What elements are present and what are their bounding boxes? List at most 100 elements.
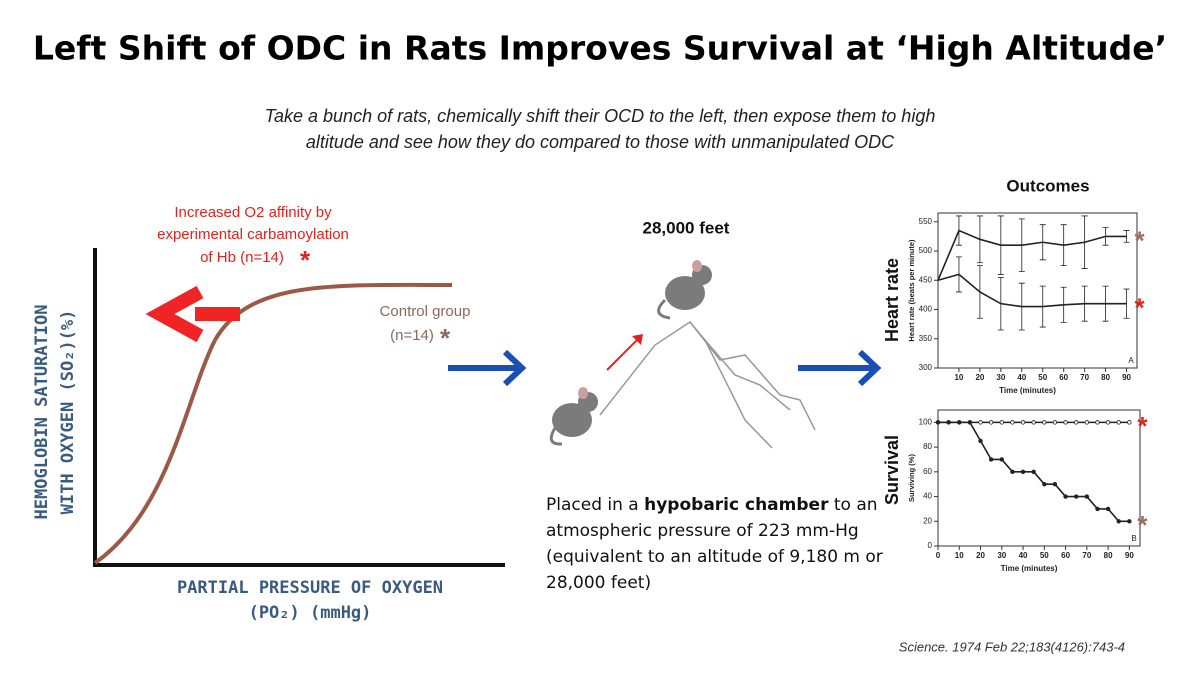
data-point [1052, 420, 1058, 425]
title: Left Shift of ODC in Rats Improves Survi… [33, 29, 1167, 68]
subtitle-line: Take a bunch of rats, chemically shift t… [265, 106, 936, 126]
treated-marker: * [300, 245, 311, 275]
x-tick-label: 40 [1019, 551, 1028, 560]
y-tick-label: 20 [923, 516, 932, 525]
error-bar [1060, 224, 1067, 267]
odc-x-label: PARTIAL PRESSURE OF OXYGEN [177, 578, 443, 598]
x-tick-label: 90 [1125, 551, 1134, 560]
y-tick-label: 0 [928, 541, 933, 550]
y-tick-label: 80 [923, 442, 932, 451]
data-point [1010, 420, 1015, 425]
data-point [1042, 420, 1047, 425]
x-tick-label: 10 [955, 551, 964, 560]
rat-bottom [549, 387, 598, 446]
x-tick-label: 80 [1101, 373, 1110, 382]
description-text: to an atmospheric pressure of 223 mm-Hg … [546, 495, 883, 593]
error-bar [955, 215, 962, 246]
chamber-description: Placed in a hypobaric chamber to an atmo… [546, 492, 896, 596]
series-marker: * [1135, 225, 1146, 255]
rat-top [657, 260, 712, 320]
x-tick-label: 20 [976, 551, 985, 560]
data-point [935, 420, 941, 425]
x-tick-label: 60 [1059, 373, 1068, 382]
data-point [1127, 519, 1132, 524]
altitude-label: 28,000 feet [643, 218, 730, 237]
data-point [946, 420, 951, 425]
panel-label: B [1131, 534, 1136, 543]
x-tick-label: 30 [997, 551, 1006, 560]
y-tick-label: 500 [919, 246, 933, 255]
control-label: Control group [380, 303, 471, 320]
data-point [1031, 420, 1036, 425]
error-bar [1018, 282, 1025, 331]
citation: Science. 1974 Feb 22;183(4126):743-4 [899, 639, 1125, 654]
data-point [988, 457, 994, 462]
data-point [1074, 420, 1079, 425]
data-point [1063, 420, 1068, 425]
x-tick-label: 70 [1082, 551, 1091, 560]
odc-y-label: WITH OXYGEN (SO₂)(%) [58, 310, 78, 515]
y-tick-label: 100 [919, 417, 933, 426]
error-bar [1081, 285, 1088, 322]
error-bar [997, 276, 1004, 331]
y-axis-label: Heart rate (beats per minute) [907, 239, 916, 342]
error-bar [1081, 215, 1088, 269]
data-point [1095, 506, 1100, 512]
odc-x-label: (PO₂) (mmHg) [249, 603, 372, 623]
treated-label: experimental carbamoylation [157, 226, 349, 243]
subtitle-line: altitude and see how they do compared to… [306, 132, 895, 152]
data-point [1105, 420, 1111, 425]
data-point [1020, 420, 1026, 425]
error-bar [1060, 286, 1067, 323]
x-tick-label: 10 [954, 373, 963, 382]
plot-frame [937, 212, 1138, 369]
data-point [1052, 481, 1058, 487]
x-tick-label: 20 [975, 373, 984, 382]
error-bar [955, 256, 962, 293]
series-marker: * [1137, 411, 1148, 441]
data-point [957, 420, 962, 425]
x-axis-label: Time (minutes) [1001, 564, 1058, 573]
y-tick-label: 550 [919, 217, 933, 226]
data-point [1084, 420, 1090, 425]
x-tick-label: 50 [1038, 373, 1047, 382]
climb-arrow [606, 336, 641, 371]
data-point [1020, 469, 1026, 475]
outcomes-title: Outcomes [1006, 176, 1089, 195]
y-tick-label: 300 [919, 363, 933, 372]
data-point [1084, 494, 1090, 499]
data-point [967, 420, 973, 425]
data-point [1116, 519, 1121, 524]
data-point [999, 457, 1004, 462]
y-tick-label: 60 [923, 467, 932, 476]
treated-label: of Hb (n=14) [200, 249, 284, 266]
odc-curve [93, 282, 453, 565]
series-marker: * [1135, 293, 1146, 323]
x-tick-label: 60 [1061, 551, 1070, 560]
data-point [1127, 420, 1132, 425]
x-tick-label: 30 [996, 373, 1005, 382]
x-tick-label: 0 [936, 551, 941, 560]
error-bar [1039, 285, 1046, 328]
flow-arrow [798, 349, 882, 387]
series-marker: * [1137, 510, 1148, 540]
description-bold: hypobaric chamber [644, 495, 829, 515]
series-line [937, 229, 1127, 281]
data-point [1063, 494, 1068, 499]
error-bar [976, 265, 983, 319]
error-bar [1039, 224, 1046, 261]
data-point [1116, 420, 1121, 425]
x-axis-label: Time (minutes) [999, 386, 1056, 395]
x-tick-label: 40 [1017, 373, 1026, 382]
x-tick-label: 80 [1104, 551, 1113, 560]
side-label: Survival [882, 435, 902, 505]
y-tick-label: 400 [919, 305, 933, 314]
data-point [988, 420, 994, 425]
data-point [1105, 506, 1111, 512]
data-point [1074, 494, 1079, 499]
left-shift-arrow-head [145, 285, 204, 343]
climb-arrow-head [632, 334, 643, 345]
data-point [1042, 481, 1047, 487]
